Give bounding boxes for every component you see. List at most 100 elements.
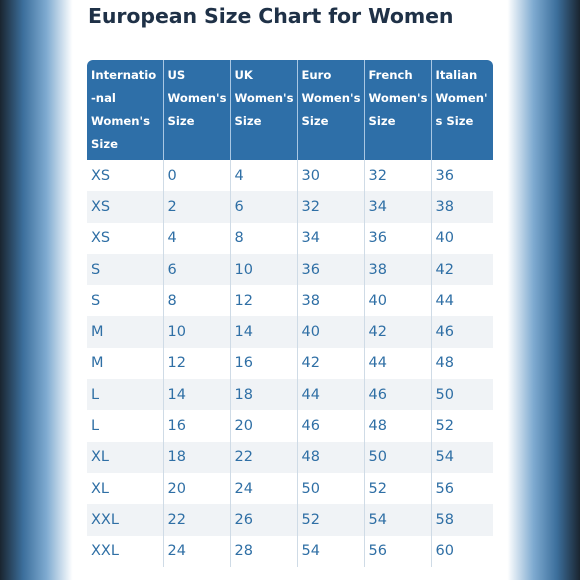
cell-international-size: XS bbox=[87, 191, 164, 223]
cell-uk-size: 28 bbox=[230, 535, 298, 567]
cell-french-size: 46 bbox=[364, 379, 432, 411]
cell-international-size: S bbox=[87, 285, 164, 317]
cell-italian-size: 40 bbox=[431, 222, 493, 254]
cell-french-size: 40 bbox=[364, 285, 432, 317]
cell-french-size: 54 bbox=[364, 504, 432, 536]
cell-uk-size: 18 bbox=[230, 379, 298, 411]
cell-italian-size: 36 bbox=[431, 160, 493, 192]
cell-french-size: 44 bbox=[364, 347, 432, 380]
table-row: XL 18 22 48 50 54 bbox=[87, 441, 493, 473]
cell-italian-size: 46 bbox=[431, 316, 493, 348]
table-row: XS 2 6 32 34 38 bbox=[87, 191, 493, 223]
cell-euro-size: 54 bbox=[297, 535, 365, 567]
table-row: L 14 18 44 46 50 bbox=[87, 379, 493, 411]
cell-uk-size: 16 bbox=[230, 347, 298, 380]
table-body: XS 0 4 30 32 36 XS 2 6 32 34 38 XS 4 8 34 36 40 S 6 10 36 38 42… bbox=[87, 160, 493, 567]
cell-us-size: 16 bbox=[163, 410, 231, 442]
cell-us-size: 14 bbox=[163, 379, 231, 411]
cell-italian-size: 50 bbox=[431, 379, 493, 411]
page-title: European Size Chart for Women bbox=[88, 4, 454, 28]
header-italian-size: Italian Women's Size bbox=[431, 60, 493, 160]
cell-international-size: L bbox=[87, 410, 164, 442]
cell-us-size: 4 bbox=[163, 222, 231, 254]
cell-french-size: 48 bbox=[364, 410, 432, 442]
cell-uk-size: 14 bbox=[230, 316, 298, 348]
cell-us-size: 18 bbox=[163, 441, 231, 473]
cell-uk-size: 20 bbox=[230, 410, 298, 442]
cell-uk-size: 12 bbox=[230, 285, 298, 317]
cell-french-size: 50 bbox=[364, 441, 432, 473]
header-euro-size: Euro Women's Size bbox=[297, 60, 365, 160]
cell-us-size: 24 bbox=[163, 535, 231, 567]
cell-us-size: 2 bbox=[163, 191, 231, 223]
cell-uk-size: 4 bbox=[230, 160, 298, 192]
cell-french-size: 38 bbox=[364, 253, 432, 286]
cell-euro-size: 50 bbox=[297, 472, 365, 505]
cell-italian-size: 52 bbox=[431, 410, 493, 442]
cell-euro-size: 34 bbox=[297, 222, 365, 254]
cell-euro-size: 40 bbox=[297, 316, 365, 348]
table-row: XS 4 8 34 36 40 bbox=[87, 222, 493, 254]
cell-italian-size: 42 bbox=[431, 253, 493, 286]
cell-french-size: 32 bbox=[364, 160, 432, 192]
cell-italian-size: 56 bbox=[431, 472, 493, 505]
cell-italian-size: 48 bbox=[431, 347, 493, 380]
table-row: XL 20 24 50 52 56 bbox=[87, 472, 493, 505]
cell-us-size: 12 bbox=[163, 347, 231, 380]
size-chart-table: Internatio-nal Women's Size US Women's S… bbox=[87, 60, 493, 567]
table-row: M 10 14 40 42 46 bbox=[87, 316, 493, 348]
cell-us-size: 6 bbox=[163, 253, 231, 286]
cell-euro-size: 48 bbox=[297, 441, 365, 473]
cell-euro-size: 32 bbox=[297, 191, 365, 223]
cell-french-size: 56 bbox=[364, 535, 432, 567]
cell-french-size: 34 bbox=[364, 191, 432, 223]
header-french-size: French Women's Size bbox=[364, 60, 432, 160]
cell-italian-size: 60 bbox=[431, 535, 493, 567]
cell-uk-size: 26 bbox=[230, 504, 298, 536]
cell-uk-size: 8 bbox=[230, 222, 298, 254]
cell-us-size: 22 bbox=[163, 504, 231, 536]
cell-international-size: XXL bbox=[87, 504, 164, 536]
cell-euro-size: 52 bbox=[297, 504, 365, 536]
cell-italian-size: 54 bbox=[431, 441, 493, 473]
cell-international-size: L bbox=[87, 379, 164, 411]
cell-international-size: XS bbox=[87, 160, 164, 192]
cell-international-size: XL bbox=[87, 441, 164, 473]
table-header: Internatio-nal Women's Size US Women's S… bbox=[87, 60, 493, 160]
cell-uk-size: 24 bbox=[230, 472, 298, 505]
cell-us-size: 20 bbox=[163, 472, 231, 505]
cell-french-size: 52 bbox=[364, 472, 432, 505]
table-row: XXL 24 28 54 56 60 bbox=[87, 535, 493, 567]
header-row: Internatio-nal Women's Size US Women's S… bbox=[87, 60, 493, 160]
table-row: XXL 22 26 52 54 58 bbox=[87, 504, 493, 536]
cell-euro-size: 44 bbox=[297, 379, 365, 411]
table-row: S 6 10 36 38 42 bbox=[87, 253, 493, 286]
table-row: M 12 16 42 44 48 bbox=[87, 347, 493, 380]
cell-uk-size: 6 bbox=[230, 191, 298, 223]
cell-us-size: 8 bbox=[163, 285, 231, 317]
cell-international-size: M bbox=[87, 347, 164, 380]
cell-euro-size: 30 bbox=[297, 160, 365, 192]
cell-us-size: 10 bbox=[163, 316, 231, 348]
cell-international-size: M bbox=[87, 316, 164, 348]
cell-italian-size: 44 bbox=[431, 285, 493, 317]
table-row: XS 0 4 30 32 36 bbox=[87, 160, 493, 192]
size-chart-page: European Size Chart for Women Internatio… bbox=[73, 0, 507, 580]
cell-uk-size: 10 bbox=[230, 253, 298, 286]
cell-italian-size: 38 bbox=[431, 191, 493, 223]
cell-euro-size: 38 bbox=[297, 285, 365, 317]
table-row: L 16 20 46 48 52 bbox=[87, 410, 493, 442]
cell-international-size: XS bbox=[87, 222, 164, 254]
cell-euro-size: 46 bbox=[297, 410, 365, 442]
cell-uk-size: 22 bbox=[230, 441, 298, 473]
header-uk-size: UK Women's Size bbox=[230, 60, 298, 160]
cell-international-size: XXL bbox=[87, 535, 164, 567]
table-row: S 8 12 38 40 44 bbox=[87, 285, 493, 317]
cell-us-size: 0 bbox=[163, 160, 231, 192]
cell-euro-size: 36 bbox=[297, 253, 365, 286]
cell-italian-size: 58 bbox=[431, 504, 493, 536]
header-us-size: US Women's Size bbox=[163, 60, 231, 160]
header-international-size: Internatio-nal Women's Size bbox=[87, 60, 164, 160]
cell-french-size: 42 bbox=[364, 316, 432, 348]
cell-euro-size: 42 bbox=[297, 347, 365, 380]
